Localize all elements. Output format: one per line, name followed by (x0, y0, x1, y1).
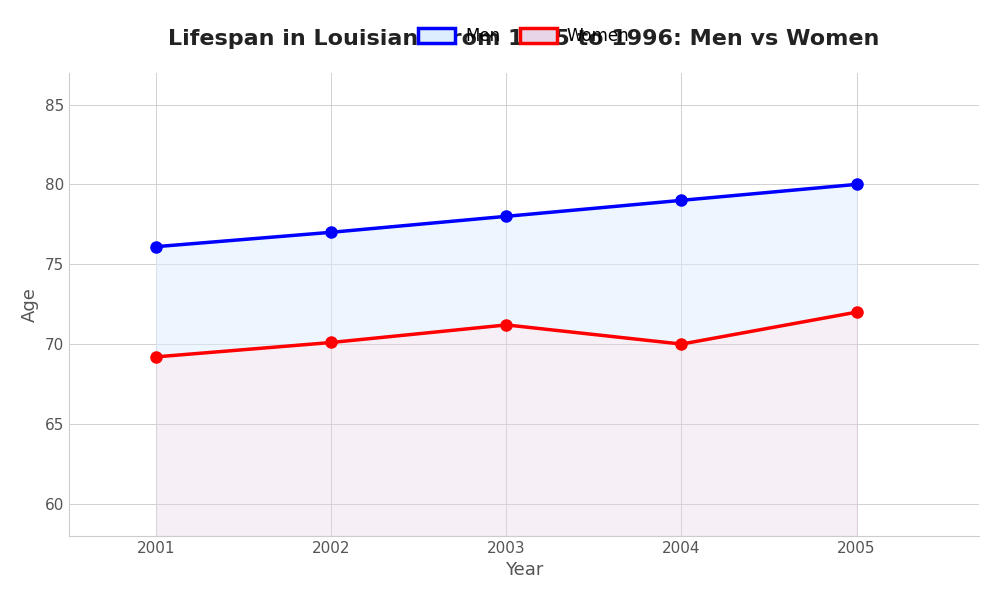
Legend: Men, Women: Men, Women (412, 20, 636, 52)
X-axis label: Year: Year (505, 561, 543, 579)
Title: Lifespan in Louisiana from 1975 to 1996: Men vs Women: Lifespan in Louisiana from 1975 to 1996:… (168, 29, 880, 49)
Y-axis label: Age: Age (21, 287, 39, 322)
